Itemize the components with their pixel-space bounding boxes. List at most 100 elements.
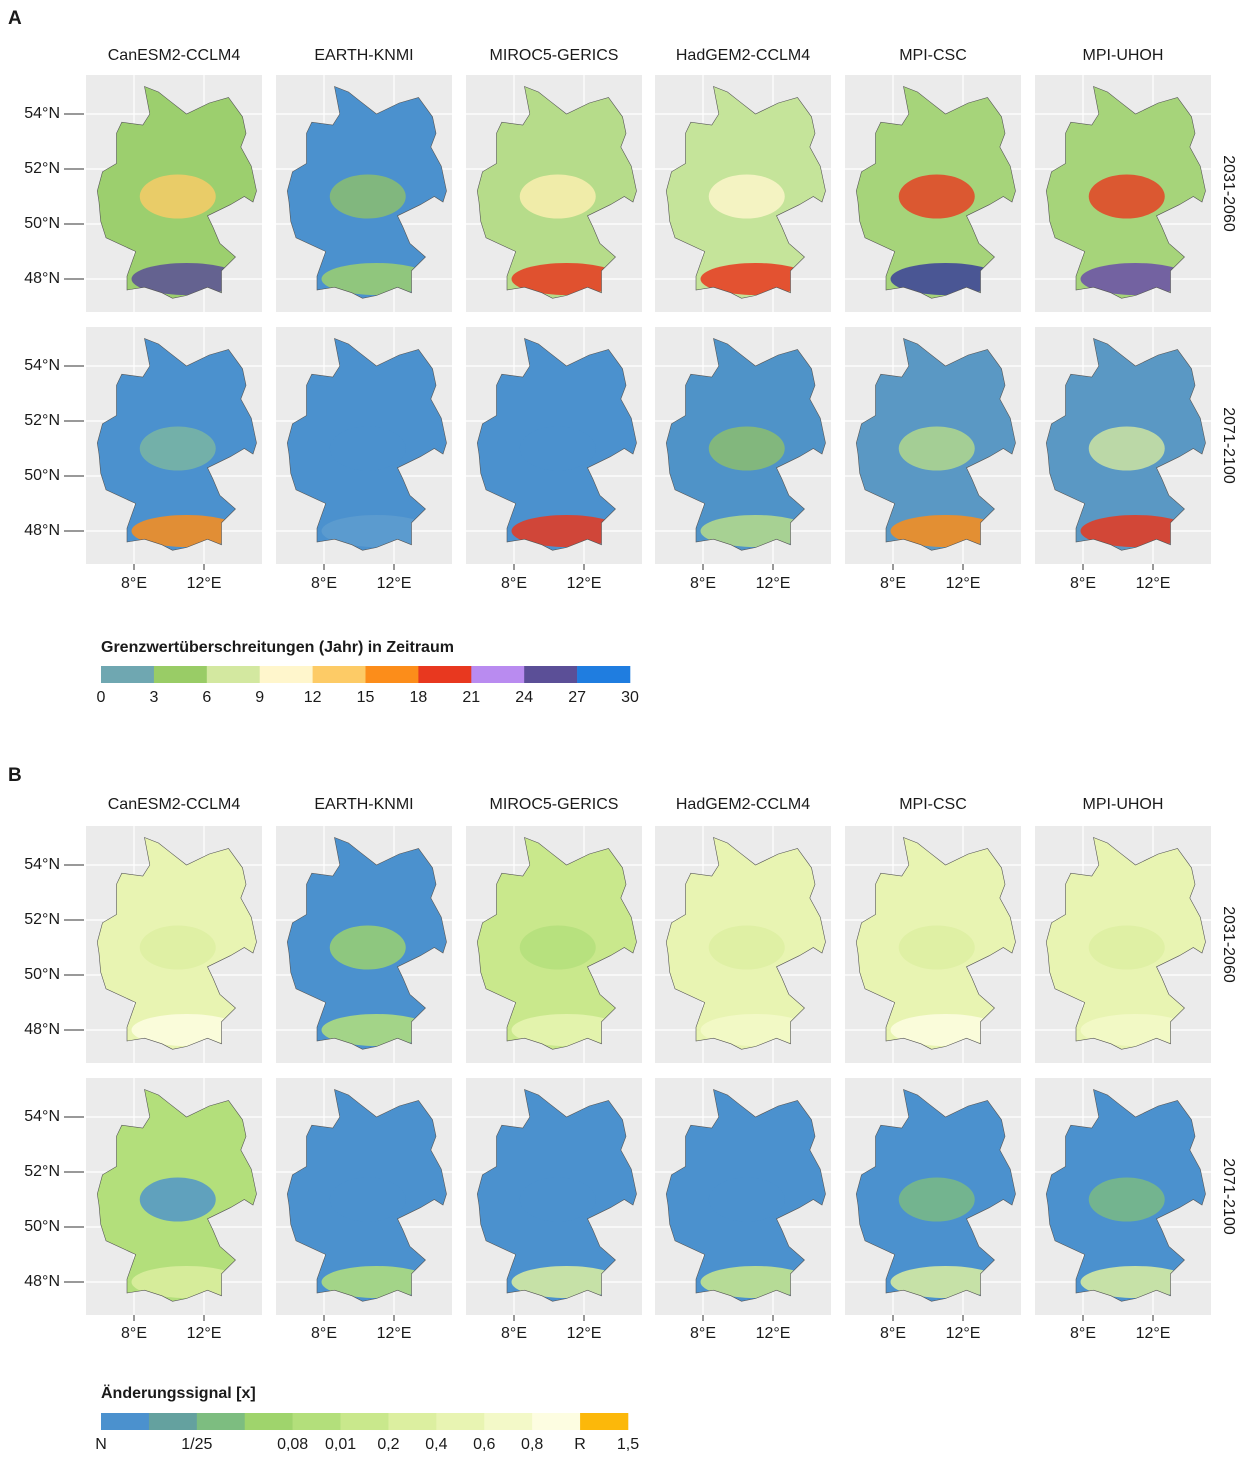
legend-title: Grenzwertüberschreitungen (Jahr) in Zeit…: [101, 639, 454, 656]
legend-tick-label: 15: [357, 689, 375, 706]
map-region: [1089, 1178, 1165, 1222]
model-header: MPI-CSC: [899, 47, 967, 64]
lat-tick-label: 54°N: [24, 357, 60, 374]
legend-tick-label: 27: [568, 689, 586, 706]
map-panel: [655, 75, 831, 312]
lon-tick-label: 12°E: [567, 575, 602, 592]
lon-tick-label: 8°E: [121, 575, 147, 592]
lon-tick-label: 12°E: [377, 575, 412, 592]
map-panel: [845, 327, 1021, 564]
lon-tick-label: 8°E: [880, 575, 906, 592]
map-region: [709, 427, 785, 471]
legend-swatch: [341, 1413, 389, 1430]
model-header: MIROC5-GERICS: [490, 796, 619, 813]
lon-tick-label: 8°E: [1070, 1325, 1096, 1342]
legend-tick-label: 3: [149, 689, 158, 706]
lon-tick-label: 8°E: [311, 575, 337, 592]
model-header: CanESM2-CCLM4: [108, 796, 241, 813]
legend-tick-label: 0,6: [473, 1436, 495, 1453]
lat-tick-label: 54°N: [24, 856, 60, 873]
map-panel: [466, 327, 642, 564]
period-label: 2071-2100: [1220, 407, 1237, 484]
map-panel: [845, 75, 1021, 312]
legend-tick-label: 30: [621, 689, 639, 706]
map-region: [709, 175, 785, 219]
model-header: MIROC5-GERICS: [490, 47, 619, 64]
legend-swatch: [207, 666, 260, 683]
map-region: [899, 926, 975, 970]
legend-swatch: [101, 666, 154, 683]
lat-tick-label: 54°N: [24, 1108, 60, 1125]
legend-title: Änderungssignal [x]: [101, 1384, 256, 1402]
lon-tick-label: 12°E: [1136, 575, 1171, 592]
model-header: HadGEM2-CCLM4: [676, 796, 810, 813]
legend-swatch: [245, 1413, 293, 1430]
legend-swatch: [471, 666, 524, 683]
legend-tick-label: 0: [97, 689, 106, 706]
legend-tick-label: 12: [304, 689, 322, 706]
map-panel: [845, 826, 1021, 1063]
map-panel: [845, 1078, 1021, 1315]
map-region: [709, 1178, 785, 1222]
map-panel: [655, 826, 831, 1063]
map-region: [709, 926, 785, 970]
map-region: [899, 175, 975, 219]
lon-tick-label: 12°E: [187, 575, 222, 592]
map-region: [520, 1178, 596, 1222]
figure: ACanESM2-CCLM4EARTH-KNMIMIROC5-GERICSHad…: [0, 0, 1247, 1457]
lat-tick-label: 48°N: [24, 1273, 60, 1290]
legend-tick-label: 0,2: [377, 1436, 399, 1453]
legend-swatch: [577, 666, 630, 683]
map-region: [330, 1178, 406, 1222]
map-panel: [1035, 327, 1211, 564]
lon-tick-label: 12°E: [946, 575, 981, 592]
lat-tick-label: 52°N: [24, 1163, 60, 1180]
model-header: MPI-CSC: [899, 796, 967, 813]
lat-tick-label: 48°N: [24, 522, 60, 539]
map-region: [140, 926, 216, 970]
lat-tick-label: 50°N: [24, 467, 60, 484]
map-region: [330, 175, 406, 219]
legend-swatch: [197, 1413, 245, 1430]
legend-tick-label: 0,01: [325, 1436, 356, 1453]
legend-tick-label: 6: [202, 689, 211, 706]
map-region: [520, 427, 596, 471]
lon-tick-label: 12°E: [756, 1325, 791, 1342]
map-region: [140, 427, 216, 471]
legend-swatch: [388, 1413, 436, 1430]
lon-tick-label: 12°E: [756, 575, 791, 592]
lat-tick-label: 48°N: [24, 1021, 60, 1038]
map-panel: [655, 327, 831, 564]
map-panel: [276, 1078, 452, 1315]
model-header: HadGEM2-CCLM4: [676, 47, 810, 64]
map-region: [1089, 427, 1165, 471]
legend-swatch: [418, 666, 471, 683]
map-panel: [655, 1078, 831, 1315]
lon-tick-label: 8°E: [121, 1325, 147, 1342]
legend-tick-label: 1,5: [617, 1436, 639, 1453]
lon-tick-label: 8°E: [690, 575, 716, 592]
legend-swatch: [154, 666, 207, 683]
map-panel: [1035, 75, 1211, 312]
lon-tick-label: 12°E: [1136, 1325, 1171, 1342]
lat-tick-label: 52°N: [24, 160, 60, 177]
lon-tick-label: 12°E: [377, 1325, 412, 1342]
legend-tick-label: 24: [515, 689, 533, 706]
legend-swatch: [580, 1413, 628, 1430]
map-panel: [86, 75, 262, 312]
lat-tick-label: 50°N: [24, 966, 60, 983]
model-header: CanESM2-CCLM4: [108, 47, 241, 64]
lon-tick-label: 12°E: [567, 1325, 602, 1342]
legend-tick-label: 0,08: [277, 1436, 308, 1453]
model-header: EARTH-KNMI: [314, 47, 413, 64]
legend-swatch: [366, 666, 419, 683]
legend-swatch: [524, 666, 577, 683]
lon-tick-label: 12°E: [187, 1325, 222, 1342]
lon-tick-label: 8°E: [690, 1325, 716, 1342]
lat-tick-label: 52°N: [24, 911, 60, 928]
legend-tick-label: N: [95, 1436, 107, 1453]
lat-tick-label: 54°N: [24, 105, 60, 122]
legend-swatch: [293, 1413, 341, 1430]
map-panel: [1035, 826, 1211, 1063]
model-header: EARTH-KNMI: [314, 796, 413, 813]
